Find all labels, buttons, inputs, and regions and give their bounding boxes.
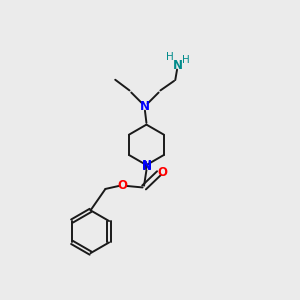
Text: N: N <box>140 100 150 113</box>
Text: N: N <box>141 160 152 172</box>
Text: O: O <box>118 179 128 193</box>
Text: N: N <box>172 59 183 72</box>
Text: N: N <box>141 158 152 172</box>
Text: O: O <box>158 166 168 179</box>
Text: H: H <box>182 56 190 65</box>
Text: H: H <box>166 52 174 62</box>
